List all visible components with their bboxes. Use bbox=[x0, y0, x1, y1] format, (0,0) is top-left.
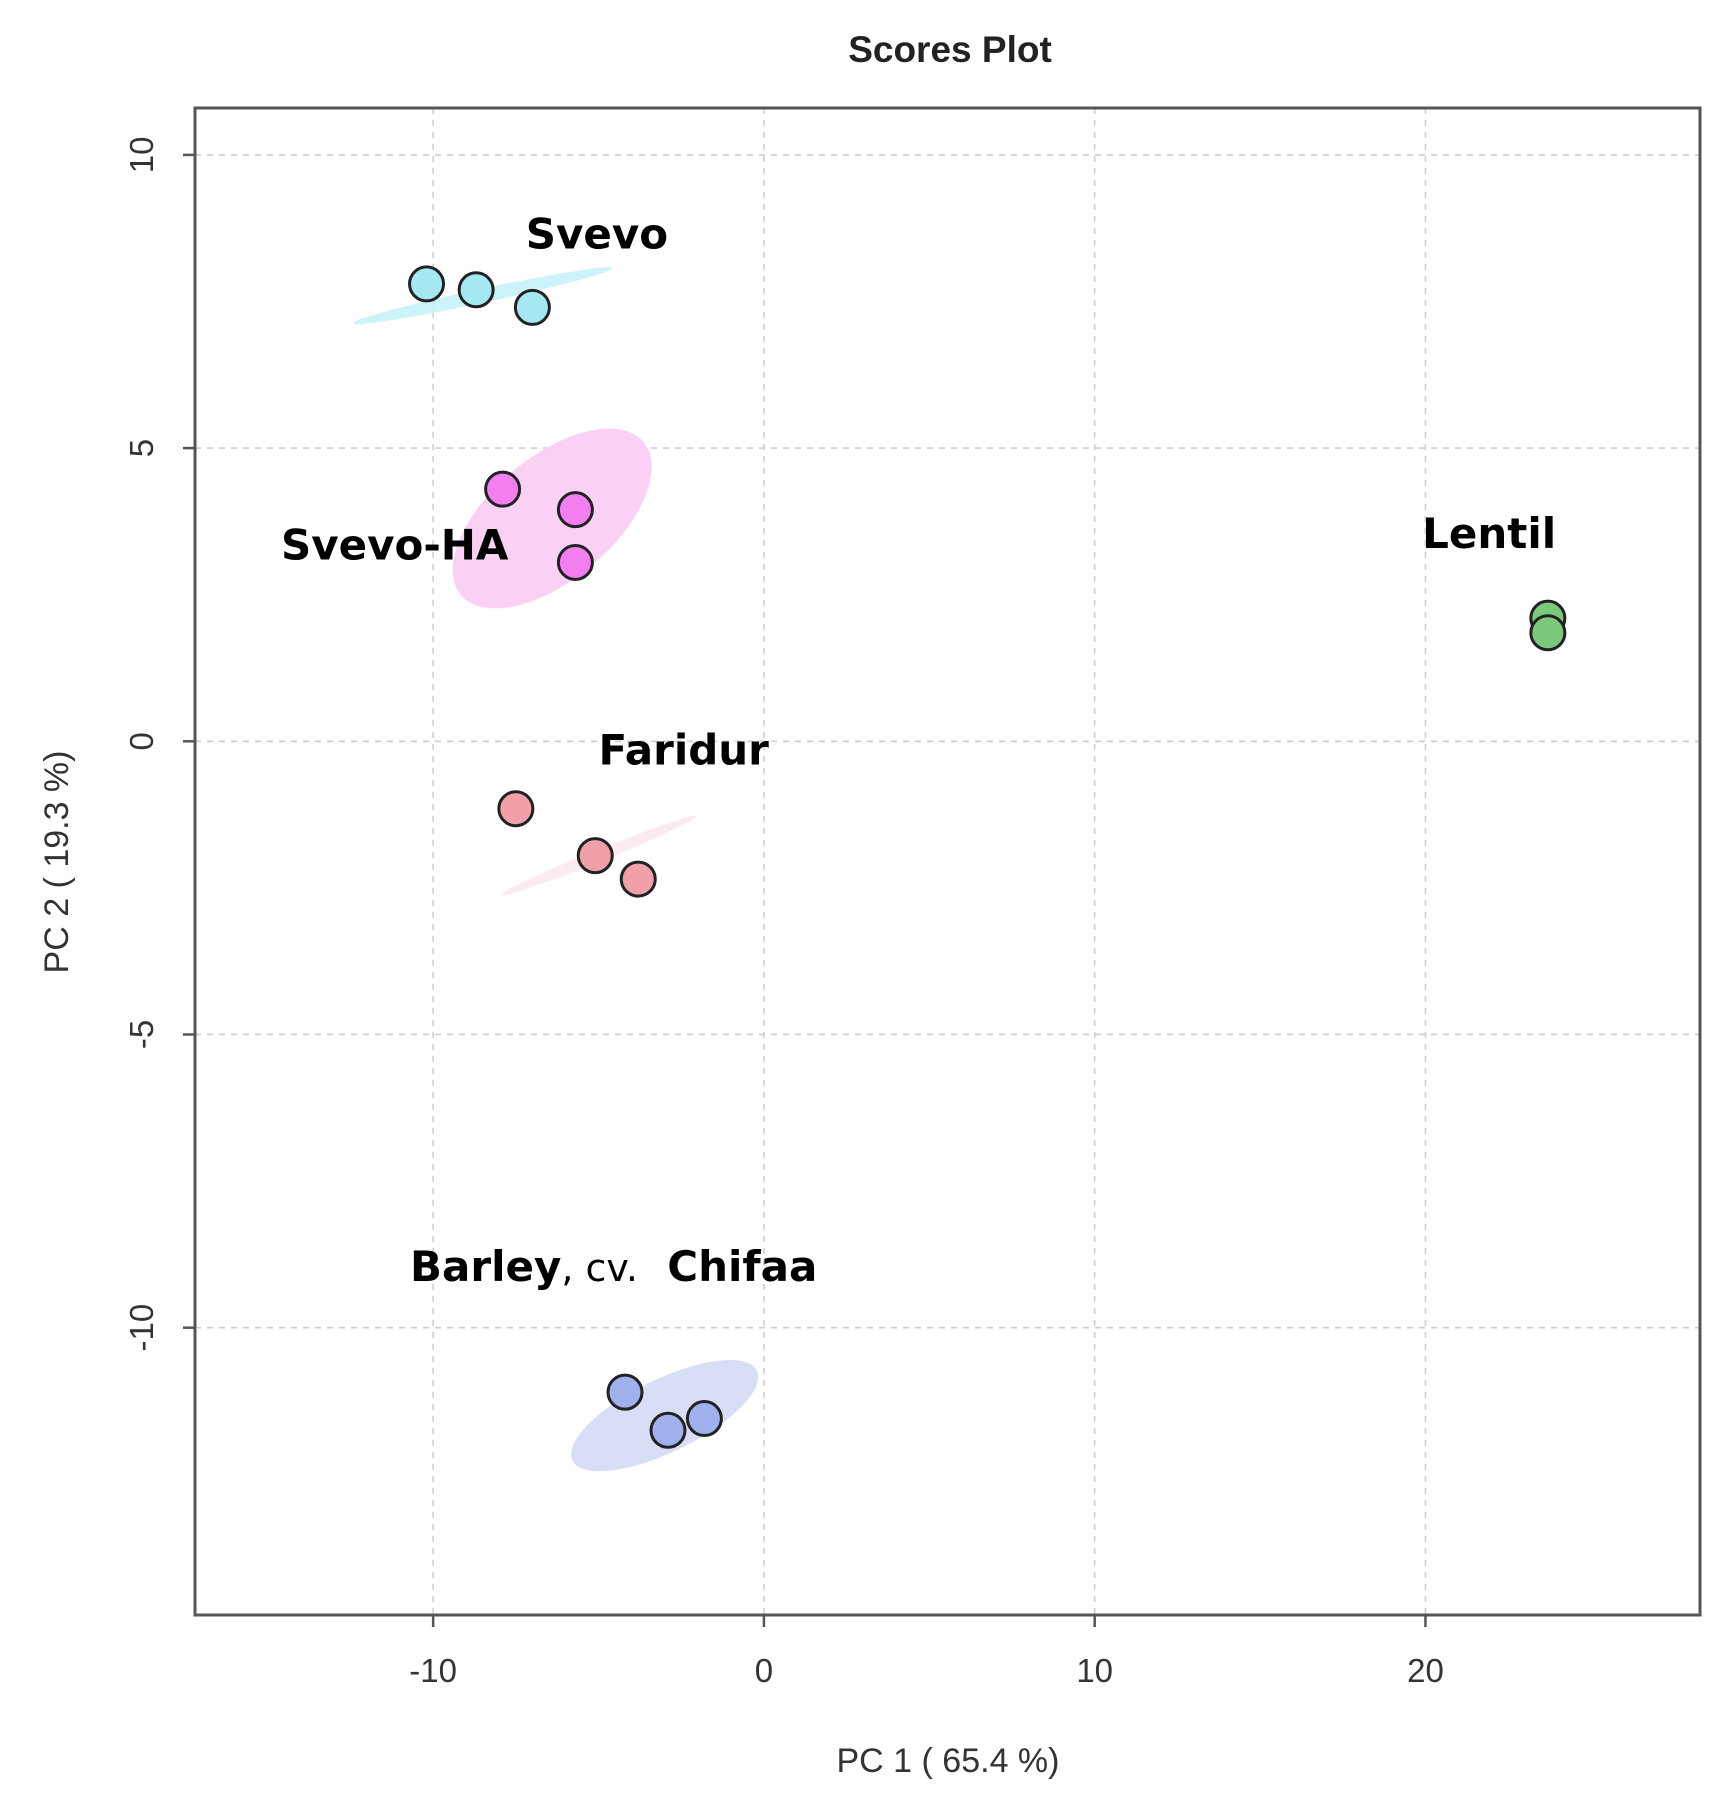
grid-lines bbox=[195, 108, 1700, 1615]
group-label-faridur: Faridur bbox=[599, 726, 770, 775]
point-barley-cv-chifaa bbox=[685, 1400, 723, 1438]
point-faridur bbox=[576, 837, 614, 875]
point-barley-cv-chifaa bbox=[606, 1373, 644, 1411]
point-svevo bbox=[408, 265, 446, 303]
point-faridur bbox=[497, 790, 535, 828]
y-axis-label: PC 2 ( 19.3 %) bbox=[38, 751, 76, 974]
score-points bbox=[408, 265, 1567, 1449]
point-svevo-ha bbox=[556, 543, 594, 581]
group-label-svevo: Svevo bbox=[526, 210, 668, 259]
group-label-main: Barley bbox=[410, 1242, 561, 1291]
point-barley-cv-chifaa bbox=[649, 1411, 687, 1449]
point-svevo bbox=[513, 288, 551, 326]
ellipse-svevo-ha bbox=[452, 428, 652, 609]
axis-ticks: -10 0 10 20 -10 -5 0 5 10 bbox=[123, 137, 1444, 1689]
group-label-main: Svevo bbox=[526, 210, 668, 259]
point-svevo-ha bbox=[556, 491, 594, 529]
group-label-svevo-ha: Svevo-HA bbox=[281, 521, 509, 570]
group-label-main: Lentil bbox=[1422, 509, 1556, 558]
y-tick-label: 5 bbox=[123, 439, 160, 457]
group-label-main: Svevo-HA bbox=[281, 521, 509, 570]
x-tick-label: 20 bbox=[1407, 1652, 1444, 1689]
group-label-main: Faridur bbox=[599, 726, 770, 775]
y-tick-label: -5 bbox=[123, 1020, 160, 1049]
plot-frame bbox=[193, 106, 1702, 1617]
point-faridur bbox=[619, 860, 657, 898]
confidence-ellipses bbox=[353, 267, 759, 1472]
chart-title: Scores Plot bbox=[848, 29, 1052, 70]
y-tick-label: 10 bbox=[123, 137, 160, 174]
y-tick-label: 0 bbox=[123, 732, 160, 750]
group-label-lentil: Lentil bbox=[1422, 509, 1556, 558]
group-labels: Svevo Svevo-HA Faridur Lentil Barley, cv. Ch… bbox=[281, 210, 1556, 1291]
x-tick-label: 10 bbox=[1076, 1652, 1113, 1689]
group-label-barley-cv-chifaa: Barley, cv. Chifaa bbox=[410, 1242, 817, 1291]
y-tick-label: -10 bbox=[123, 1304, 160, 1352]
point-lentil bbox=[1529, 614, 1567, 652]
x-tick-label: 0 bbox=[755, 1652, 773, 1689]
point-svevo-ha bbox=[484, 470, 522, 508]
point-svevo bbox=[457, 271, 495, 309]
group-label-suffix: Chifaa bbox=[638, 1242, 817, 1291]
group-label-extra: , cv. bbox=[561, 1246, 638, 1290]
x-tick-label: -10 bbox=[409, 1652, 457, 1689]
x-axis-label: PC 1 ( 65.4 %) bbox=[837, 1742, 1060, 1780]
